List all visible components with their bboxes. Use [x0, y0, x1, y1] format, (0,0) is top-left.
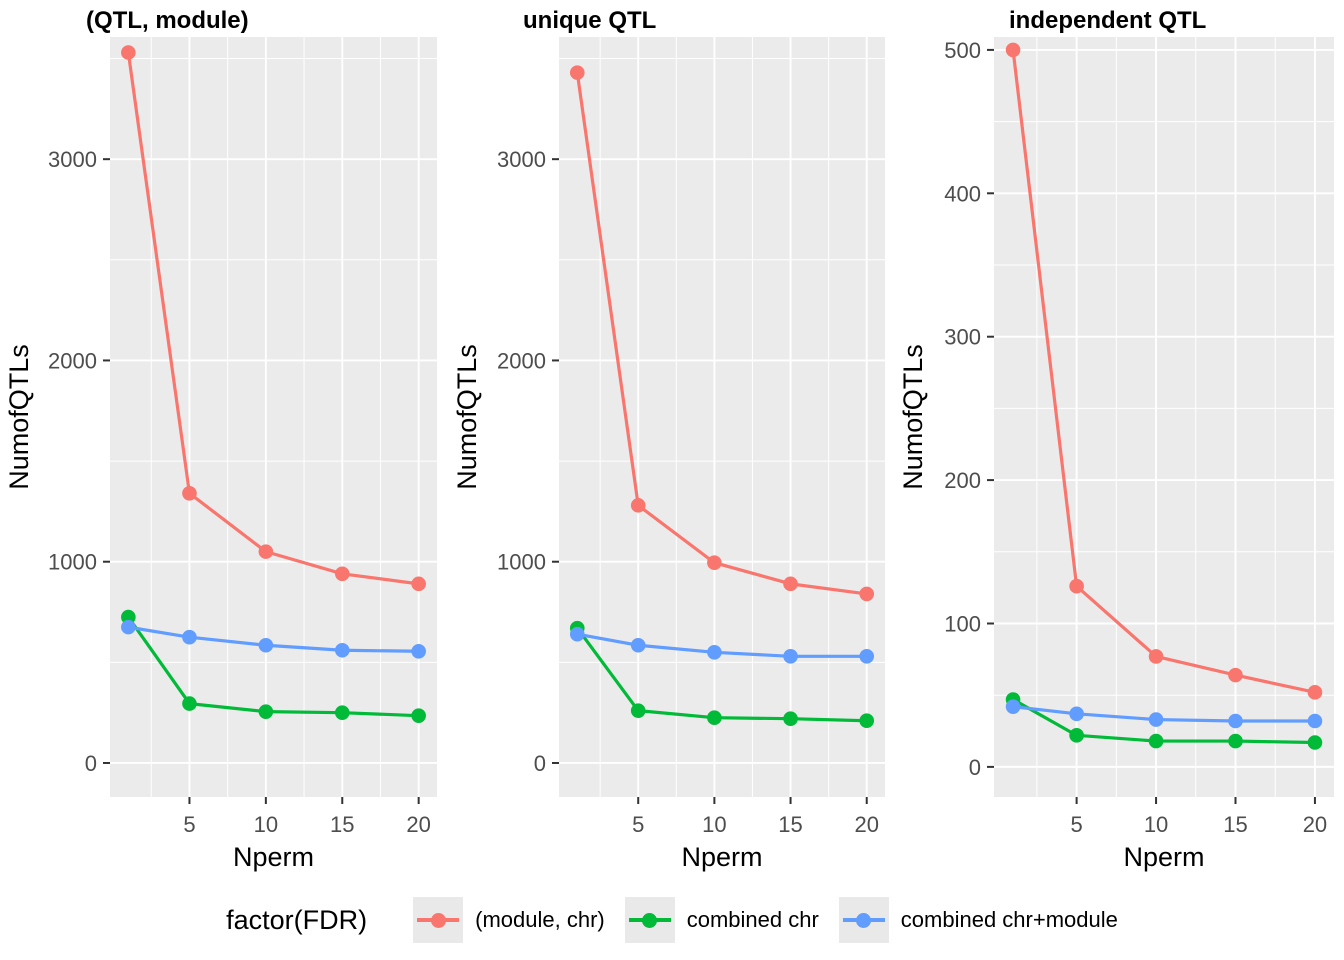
data-point [258, 637, 274, 653]
data-point [334, 642, 350, 658]
data-point [182, 629, 197, 645]
x-tick-label: 15 [330, 812, 354, 837]
data-point [569, 65, 585, 80]
data-point [121, 45, 136, 60]
y-tick-label: 1000 [497, 550, 546, 575]
legend-key-icon [624, 897, 675, 943]
x-tick-label: 15 [1223, 812, 1247, 837]
y-tick-label: 400 [944, 181, 981, 206]
legend: factor(FDR) (module, chr) combined chr com… [0, 894, 1344, 946]
data-point [334, 705, 350, 720]
data-point [1148, 712, 1164, 727]
panel-background [994, 37, 1334, 797]
data-point [411, 643, 426, 659]
data-point [1148, 733, 1164, 749]
legend-entry-0: (module, chr) [413, 897, 605, 943]
x-tick-label: 5 [1070, 812, 1082, 837]
y-tick-label: 0 [534, 751, 546, 776]
y-axis-title: NumofQTLs [452, 344, 482, 490]
x-tick-label: 20 [854, 812, 878, 837]
y-tick-label: 300 [944, 325, 981, 350]
y-axis-title: NumofQTLs [4, 344, 34, 490]
x-axis-title: Nperm [681, 842, 762, 872]
data-point [630, 498, 646, 513]
data-point [859, 649, 875, 664]
data-point [1228, 667, 1243, 683]
x-tick-label: 20 [406, 812, 430, 837]
y-tick-label: 100 [944, 611, 981, 636]
legend-key-icon [838, 897, 889, 943]
x-tick-label: 20 [1303, 812, 1327, 837]
data-point [1228, 713, 1243, 729]
data-point [783, 649, 798, 664]
legend-key-icon [413, 897, 464, 943]
data-point [707, 710, 722, 725]
data-point [1307, 735, 1323, 750]
data-point [569, 626, 585, 642]
y-tick-label: 500 [944, 38, 981, 63]
x-axis-title: Nperm [1123, 842, 1204, 872]
legend-entry-2: combined chr+module [838, 897, 1118, 943]
legend-entry-label: combined chr [686, 907, 819, 932]
y-tick-label: 2000 [497, 348, 546, 373]
x-tick-label: 10 [702, 812, 726, 837]
legend-entry-label: combined chr+module [900, 907, 1118, 932]
data-point [1307, 685, 1323, 700]
data-point [182, 696, 197, 711]
y-tick-label: 0 [969, 755, 981, 780]
data-point [859, 713, 875, 729]
x-tick-label: 15 [778, 812, 802, 837]
legend-entry-label: (module, chr) [475, 907, 605, 932]
y-tick-label: 1000 [48, 550, 97, 575]
legend-entry-1: combined chr [624, 897, 819, 943]
x-axis-title: Nperm [233, 842, 314, 872]
data-point [258, 544, 274, 559]
data-point [1005, 42, 1021, 58]
panel-0: 5 10 15 20 0 1000 2000 3000 (QTL, module) Nperm Nu… [4, 7, 437, 872]
x-tick-label: 10 [254, 812, 278, 837]
data-point [1005, 699, 1021, 714]
data-point [630, 637, 646, 653]
data-point [630, 703, 646, 718]
data-point [1307, 713, 1323, 729]
data-point [182, 485, 197, 501]
y-tick-label: 3000 [497, 147, 546, 172]
data-point [707, 644, 722, 660]
y-tick-label: 3000 [48, 147, 97, 172]
data-point [411, 576, 426, 592]
data-point [1069, 728, 1084, 743]
data-point [121, 619, 136, 635]
y-axis-title: NumofQTLs [898, 344, 928, 490]
data-point [783, 711, 798, 727]
data-point [334, 566, 350, 582]
x-tick-label: 5 [632, 812, 644, 837]
x-tick-label: 5 [183, 812, 195, 837]
panel-title: unique QTL [523, 7, 656, 34]
data-point [1148, 649, 1164, 664]
data-point [783, 576, 798, 592]
data-point [1069, 706, 1084, 722]
panel-background [110, 37, 437, 797]
y-tick-label: 2000 [48, 348, 97, 373]
legend-title: factor(FDR) [226, 904, 368, 935]
data-point [121, 609, 136, 625]
data-point [1069, 578, 1084, 594]
data-point [258, 704, 274, 719]
panel-title: (QTL, module) [86, 7, 249, 34]
y-tick-label: 200 [944, 468, 981, 493]
y-tick-label: 0 [85, 751, 97, 776]
data-point [411, 708, 426, 723]
data-point [859, 586, 875, 602]
panel-1: 5 10 15 20 0 1000 2000 3000 unique QTL Nperm Numof… [452, 7, 885, 872]
x-tick-label: 10 [1144, 812, 1168, 837]
data-point [1228, 733, 1243, 749]
panel-background [559, 37, 885, 797]
data-point [707, 555, 722, 571]
panel-title: independent QTL [1009, 7, 1206, 34]
